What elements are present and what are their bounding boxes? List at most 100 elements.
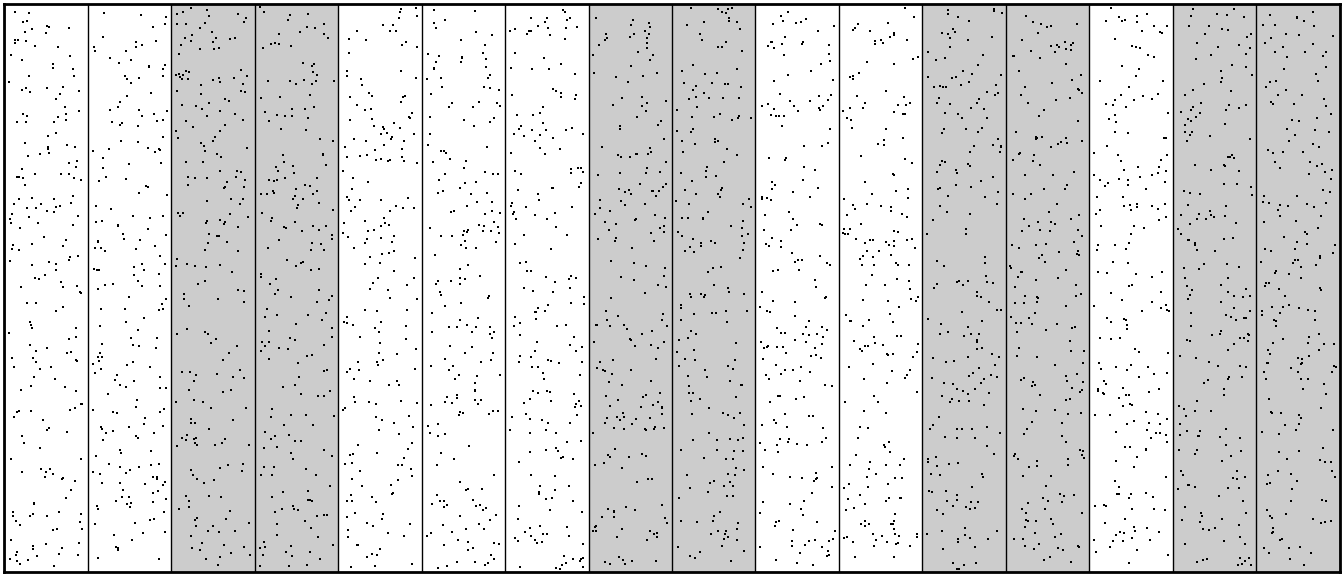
Point (208, 528, 230, 537)
Point (598, 450, 620, 460)
Point (640, 526, 661, 536)
Point (989, 147, 1011, 157)
Point (509, 319, 531, 328)
Point (821, 482, 843, 491)
Point (675, 355, 696, 364)
Point (466, 198, 488, 207)
Point (82, 467, 103, 476)
Point (1312, 444, 1333, 453)
Point (251, 209, 273, 218)
Point (1083, 501, 1105, 510)
Point (156, 495, 177, 504)
Point (1060, 46, 1082, 55)
Point (22, 544, 43, 554)
Point (1189, 98, 1211, 107)
Point (569, 396, 590, 405)
Point (710, 262, 731, 271)
Point (1008, 244, 1030, 253)
Point (737, 307, 758, 316)
Point (606, 412, 628, 422)
Point (468, 520, 489, 529)
Point (1008, 67, 1030, 76)
Point (1275, 29, 1297, 39)
Point (531, 415, 552, 425)
Point (1200, 210, 1222, 219)
Point (98, 144, 120, 153)
Point (1087, 240, 1109, 249)
Point (952, 425, 973, 434)
Point (805, 350, 827, 359)
Point (1259, 478, 1281, 487)
Point (215, 120, 237, 129)
Point (87, 356, 109, 365)
Point (167, 329, 188, 339)
Point (106, 409, 128, 418)
Point (805, 475, 827, 484)
Point (46, 259, 67, 268)
Point (530, 108, 551, 118)
Point (968, 60, 989, 70)
Point (895, 100, 917, 109)
Point (774, 155, 796, 164)
Point (609, 124, 630, 133)
Point (85, 46, 106, 55)
Point (167, 255, 188, 264)
Point (1173, 90, 1195, 100)
Point (1314, 518, 1336, 527)
Point (948, 110, 969, 119)
Point (732, 200, 754, 209)
Point (87, 504, 109, 513)
Point (337, 233, 359, 242)
Point (355, 306, 376, 315)
Point (1169, 352, 1191, 361)
Point (1030, 391, 1051, 400)
Point (808, 184, 829, 193)
Point (935, 357, 957, 366)
Point (903, 352, 925, 361)
Point (695, 167, 716, 176)
Point (1150, 288, 1172, 297)
Point (1211, 515, 1232, 524)
Point (472, 484, 493, 494)
Point (1144, 52, 1165, 61)
Point (948, 535, 969, 544)
Point (7, 117, 28, 126)
Point (1083, 536, 1105, 545)
Point (169, 212, 191, 221)
Point (1269, 536, 1290, 545)
Point (1270, 211, 1292, 221)
Point (1005, 319, 1027, 328)
Point (820, 124, 841, 134)
Point (1309, 251, 1331, 260)
Point (235, 175, 257, 184)
Point (1267, 206, 1289, 215)
Point (520, 429, 542, 438)
Point (907, 293, 929, 302)
Point (465, 501, 487, 510)
Point (333, 317, 355, 326)
Point (719, 16, 741, 25)
Point (966, 127, 988, 137)
Point (574, 293, 595, 302)
Point (26, 298, 47, 307)
Point (473, 226, 495, 236)
Point (66, 156, 87, 165)
Point (927, 412, 949, 422)
Point (431, 82, 453, 92)
Point (730, 381, 751, 390)
Point (1141, 94, 1163, 104)
Point (626, 112, 648, 121)
Point (454, 179, 476, 188)
Point (226, 166, 247, 176)
Point (681, 113, 703, 122)
Point (1226, 466, 1247, 475)
Point (986, 373, 1008, 382)
Point (313, 149, 335, 158)
Point (1270, 408, 1292, 418)
Point (728, 254, 750, 263)
Point (573, 540, 594, 549)
Point (843, 336, 864, 346)
Point (343, 450, 364, 459)
Point (1306, 113, 1328, 122)
Point (1200, 50, 1222, 59)
